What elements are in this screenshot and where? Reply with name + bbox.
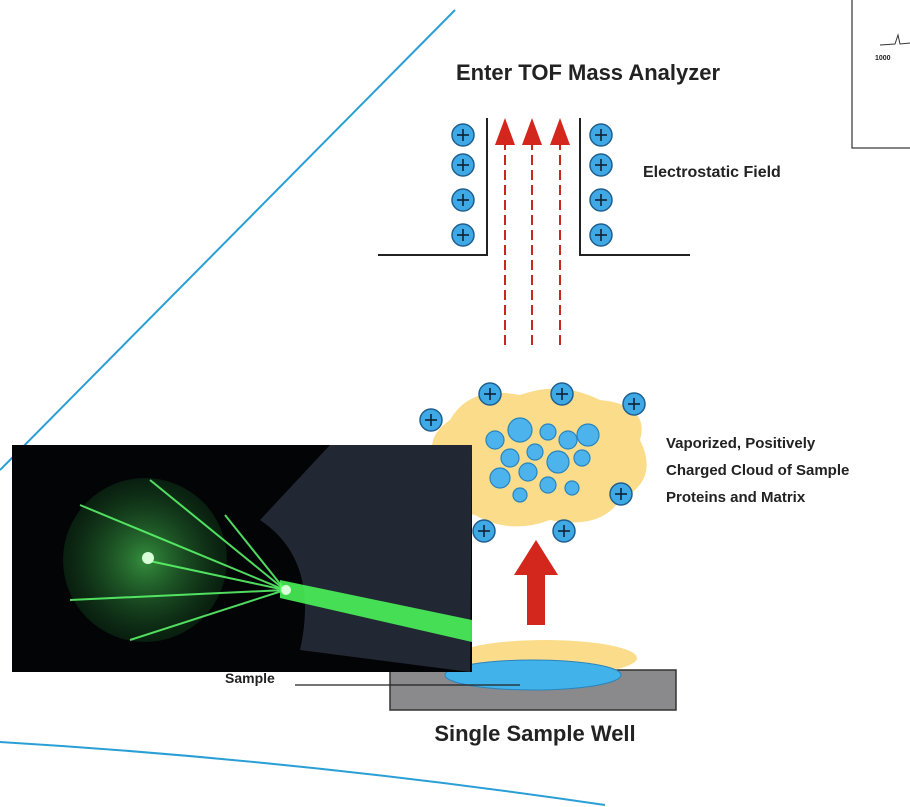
cloud-label: Proteins and Matrix (666, 489, 806, 506)
sample-label: Sample (225, 670, 275, 686)
cloud-label: Vaporized, Positively (666, 435, 816, 452)
decor-line (0, 742, 605, 805)
ion-paths (505, 140, 560, 345)
cloud-label: Charged Cloud of Sample (666, 462, 849, 479)
inset-tick: 1000 (875, 55, 891, 62)
decor-line (0, 10, 455, 470)
title: Enter TOF Mass Analyzer (456, 60, 721, 85)
page: 1000 Enter TOF Mass Analyzer Electrostat… (0, 0, 910, 807)
diagram: 1000 Enter TOF Mass Analyzer Electrostat… (0, 0, 910, 807)
field-label: Electrostatic Field (643, 164, 781, 181)
inset-chart (852, 0, 910, 148)
arrowheads (495, 118, 570, 145)
laser-photo (12, 445, 472, 672)
launch-arrow (514, 540, 558, 625)
well-label: Single Sample Well (434, 721, 635, 746)
